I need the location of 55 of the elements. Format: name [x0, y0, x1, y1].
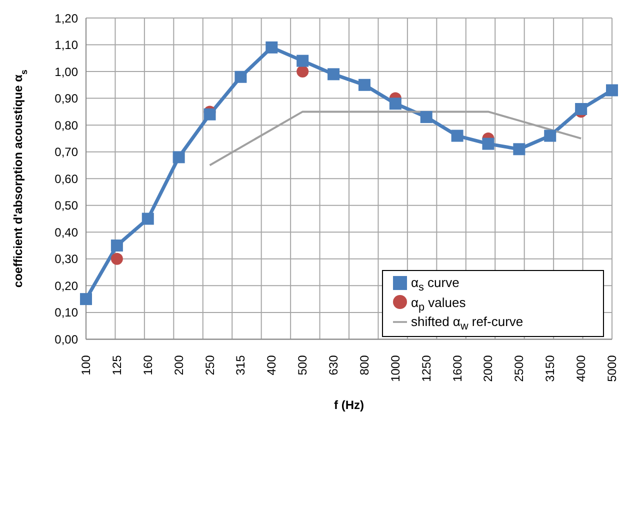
point — [172, 151, 185, 164]
point — [482, 138, 494, 150]
x-tick-label: 1000 — [388, 354, 402, 382]
y-tick-label: 0,80 — [54, 118, 78, 132]
x-tick-label: 160 — [140, 354, 155, 376]
point — [296, 54, 309, 67]
x-tick-label: 800 — [357, 354, 372, 376]
point — [142, 212, 154, 225]
point — [234, 70, 247, 83]
x-tick-label: 1600 — [450, 354, 464, 382]
x-tick-label: 5000 — [605, 354, 619, 382]
point — [606, 84, 618, 96]
x-tick-label: 250 — [202, 354, 217, 376]
y-tick-label: 0,20 — [54, 278, 78, 293]
legend-label: α$_{p}$ values — [411, 294, 466, 314]
y-tick-label: 0,70 — [54, 145, 78, 160]
point — [389, 98, 402, 110]
point — [266, 41, 278, 54]
point — [451, 130, 464, 142]
point — [328, 68, 340, 80]
x-tick-label: 2500 — [512, 354, 526, 382]
y-tick-label: 0,60 — [54, 172, 78, 186]
x-axis-title: f (Hz) — [334, 398, 364, 412]
x-tick-label: 200 — [172, 354, 186, 376]
x-tick-label: 315 — [234, 354, 248, 376]
x-tick-label: 4000 — [574, 354, 588, 382]
y-tick-label: 1,20 — [54, 11, 78, 26]
point — [513, 143, 526, 156]
y-tick-label: 0,10 — [54, 306, 78, 320]
y-tick-label: 0,40 — [54, 225, 78, 240]
point — [80, 293, 92, 306]
x-tick-label: 400 — [264, 354, 279, 376]
y-tick-label: 1,10 — [54, 38, 78, 52]
point — [544, 130, 556, 142]
x-tick-label: 630 — [326, 354, 341, 376]
y-tick-label: 0,30 — [54, 252, 78, 266]
point — [204, 108, 216, 120]
point — [575, 103, 588, 116]
x-tick-label: 125 — [110, 354, 124, 376]
point — [296, 66, 309, 78]
point — [110, 240, 123, 252]
x-tick-label: 2000 — [481, 354, 496, 382]
x-tick-label: 100 — [79, 354, 93, 376]
legend-label: α$_{s}$ curve — [411, 275, 460, 294]
point — [358, 78, 370, 91]
y-tick-label: 1,00 — [54, 64, 78, 79]
x-tick-label: 3150 — [543, 354, 558, 382]
point — [420, 111, 432, 124]
y-tick-label: 0,00 — [54, 332, 78, 346]
y-tick-label: 0,90 — [54, 92, 78, 106]
y-tick-label: 0,50 — [54, 198, 78, 213]
point — [110, 252, 123, 265]
legend-label: shifted α$_{w}$ ref-curve — [411, 314, 524, 333]
x-tick-label: 1250 — [419, 354, 434, 382]
x-tick-label: 500 — [296, 354, 310, 376]
